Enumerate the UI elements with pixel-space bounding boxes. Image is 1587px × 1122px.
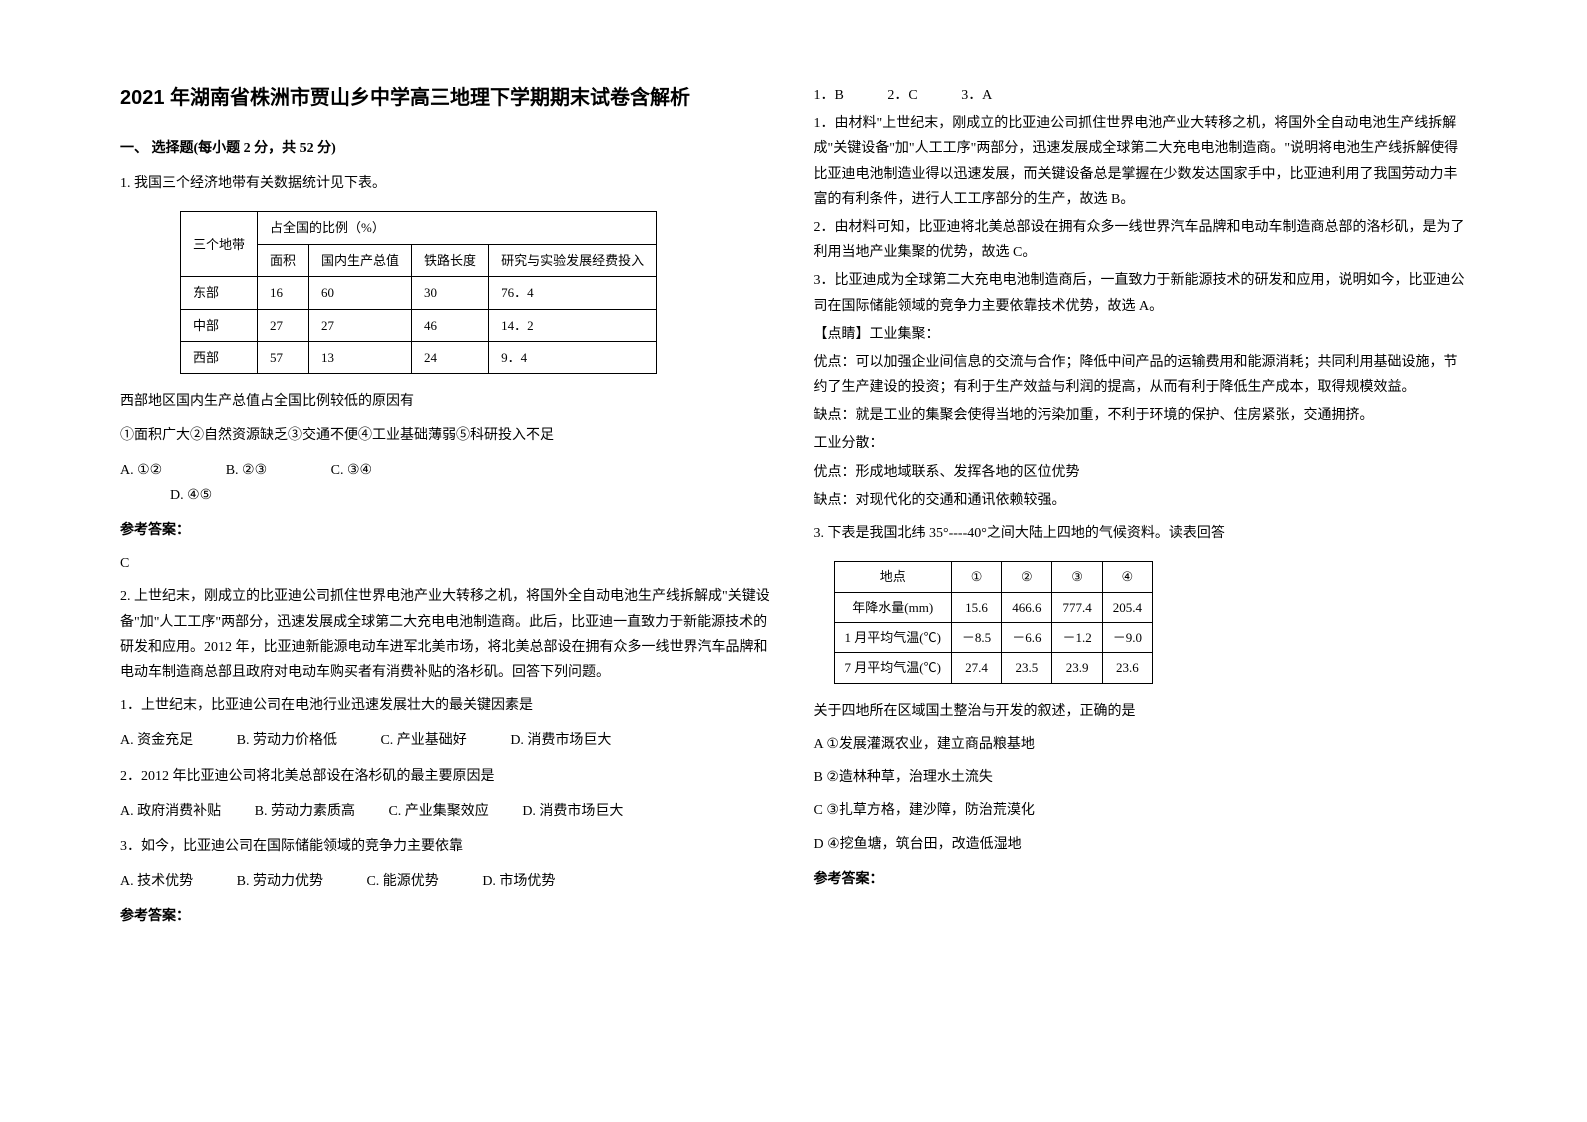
table-row: 东部 16 60 30 76．4 [181,277,657,309]
exp1: 1．由材料"上世纪末，刚成立的比亚迪公司抓住世界电池产业大转移之机，将国外全自动… [814,111,1468,212]
exam-page: 2021 年湖南省株洲市贾山乡中学高三地理下学期期末试卷含解析 一、 选择题(每… [0,0,1587,1122]
q2-s3: 3．如今，比亚迪公司在国际储能领域的竞争力主要依靠 [120,834,774,859]
q3-answer-label: 参考答案： [814,867,1468,892]
table-row: 西部 57 13 24 9．4 [181,341,657,373]
col-rd: 研究与实验发展经费投入 [489,244,657,276]
q1-stem: 1. 我国三个经济地带有关数据统计见下表。 [120,171,774,196]
q2-answer-label: 参考答案： [120,904,774,929]
q2-s2: 2．2012 年比亚迪公司将北美总部设在洛杉矶的最主要原因是 [120,764,774,789]
q1-optC: C. ③④ [331,458,372,483]
exp2: 2．由材料可知，比亚迪将北美总部设在拥有众多一线世界汽车品牌和电动车制造商总部的… [814,215,1468,265]
q3-optB: B ②造林种草，治理水土流失 [814,765,1468,790]
q3-h3: ② [1002,562,1052,592]
tip-title: 【点睛】工业集聚： [814,322,1468,347]
q1-answer: C [120,551,774,576]
tip3: 工业分散： [814,431,1468,456]
tip4: 优点：形成地域联系、发挥各地的区位优势 [814,460,1468,485]
q1-conditions: ①面积广大②自然资源缺乏③交通不便④工业基础薄弱⑤科研投入不足 [120,423,774,448]
tip5: 缺点：对现代化的交通和通讯依赖较强。 [814,488,1468,513]
col-gdp: 国内生产总值 [309,244,412,276]
q2-s2A: A. 政府消费补贴 [120,799,221,824]
q3-sub: 关于四地所在区域国土整治与开发的叙述，正确的是 [814,699,1468,724]
q2-s1D: D. 消费市场巨大 [510,728,611,753]
tip2: 缺点：就是工业的集聚会使得当地的污染加重，不利于环境的保护、住房紧张，交通拥挤。 [814,403,1468,428]
q3-optA: A ①发展灌溉农业，建立商品粮基地 [814,732,1468,757]
table-header-ratio: 占全国的比例（%） [258,212,657,244]
q2-s3C: C. 能源优势 [366,869,438,894]
table-row: 1 月平均气温(℃) －8.5 －6.6 －1.2 －9.0 [834,622,1152,652]
q2-s2D: D. 消费市场巨大 [522,799,623,824]
q3-h1: 地点 [834,562,951,592]
q2-s3A: A. 技术优势 [120,869,193,894]
q2-s2B: B. 劳动力素质高 [255,799,355,824]
ans3: 3．A [961,88,992,103]
q2-s2C: C. 产业集聚效应 [388,799,488,824]
exam-title: 2021 年湖南省株洲市贾山乡中学高三地理下学期期末试卷含解析 [120,80,774,116]
q3-h4: ③ [1052,562,1102,592]
q2-s1: 1．上世纪末，比亚迪公司在电池行业迅速发展壮大的最关键因素是 [120,693,774,718]
q2-answers: 1．B 2．C 3．A [814,83,1468,108]
q1-table: 三个地带 占全国的比例（%） 面积 国内生产总值 铁路长度 研究与实验发展经费投… [180,211,657,374]
table-row: 7 月平均气温(℃) 27.4 23.5 23.9 23.6 [834,653,1152,683]
q1-sub: 西部地区国内生产总值占全国比例较低的原因有 [120,389,774,414]
q1-optA: A. ①② [120,458,162,483]
q2-s1C: C. 产业基础好 [380,728,466,753]
q2-s3B: B. 劳动力优势 [237,869,323,894]
q3-stem: 3. 下表是我国北纬 35°----40°之间大陆上四地的气候资料。读表回答 [814,521,1468,546]
table-row: 中部 27 27 46 14．2 [181,309,657,341]
table-header-region: 三个地带 [181,212,258,277]
q2-s1B: B. 劳动力价格低 [237,728,337,753]
q2-s1A: A. 资金充足 [120,728,193,753]
exp3: 3．比亚迪成为全球第二大充电电池制造商后，一直致力于新能源技术的研发和应用，说明… [814,268,1468,318]
q3-h2: ① [951,562,1001,592]
q3-optC: C ③扎草方格，建沙障，防治荒漠化 [814,798,1468,823]
ans2: 2．C [887,88,917,103]
q2-stem: 2. 上世纪末，刚成立的比亚迪公司抓住世界电池产业大转移之机，将国外全自动电池生… [120,584,774,685]
q1-options: A. ①② B. ②③ C. ③④ D. ④⑤ [120,458,774,508]
q1-optD: D. ④⑤ [170,483,774,508]
section-header: 一、 选择题(每小题 2 分，共 52 分) [120,136,774,161]
left-column: 2021 年湖南省株洲市贾山乡中学高三地理下学期期末试卷含解析 一、 选择题(每… [100,80,794,1082]
col-area: 面积 [258,244,309,276]
q3-table: 地点 ① ② ③ ④ 年降水量(mm) 15.6 466.6 777.4 205… [834,561,1153,684]
q2-s3-options: A. 技术优势 B. 劳动力优势 C. 能源优势 D. 市场优势 [120,869,774,894]
q2-s1-options: A. 资金充足 B. 劳动力价格低 C. 产业基础好 D. 消费市场巨大 [120,728,774,753]
q1-optB: B. ②③ [226,458,267,483]
q3-h5: ④ [1102,562,1152,592]
table-row: 年降水量(mm) 15.6 466.6 777.4 205.4 [834,592,1152,622]
q2-s2-options: A. 政府消费补贴 B. 劳动力素质高 C. 产业集聚效应 D. 消费市场巨大 [120,799,774,824]
ans1: 1．B [814,88,844,103]
q3-optD: D ④挖鱼塘，筑台田，改造低湿地 [814,832,1468,857]
col-rail: 铁路长度 [412,244,489,276]
q1-answer-label: 参考答案： [120,518,774,543]
right-column: 1．B 2．C 3．A 1．由材料"上世纪末，刚成立的比亚迪公司抓住世界电池产业… [794,80,1488,1082]
q2-s3D: D. 市场优势 [482,869,555,894]
tip1: 优点：可以加强企业间信息的交流与合作；降低中间产品的运输费用和能源消耗；共同利用… [814,350,1468,400]
